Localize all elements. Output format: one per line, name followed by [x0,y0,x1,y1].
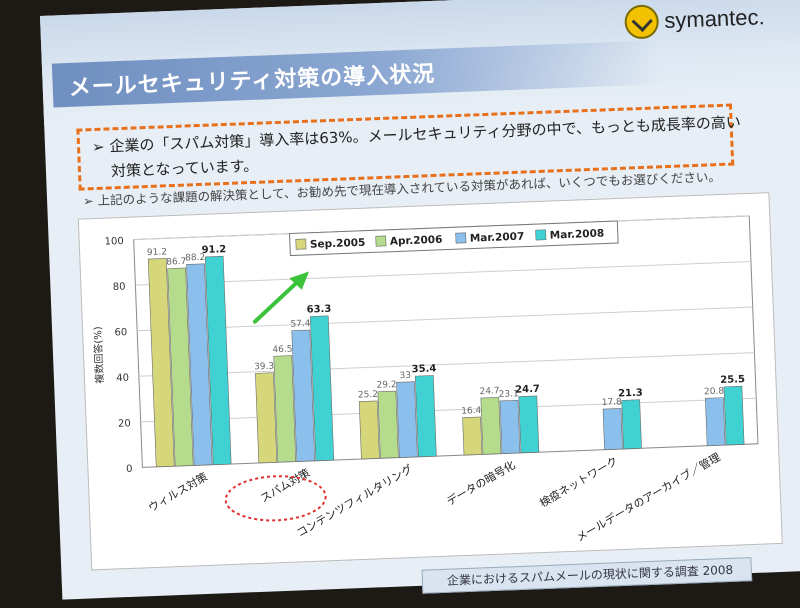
category-label: スパム対策 [258,465,313,505]
growth-arrow-shaft [252,279,300,324]
category-label: ウィルス対策 [146,469,210,514]
y-axis-label: 複数回答(%) [91,326,106,384]
data-label: 29.2 [376,380,396,391]
bar [358,400,380,460]
bar [480,397,502,455]
data-label: 39.3 [254,362,274,373]
bar [309,315,335,462]
data-label: 20.8 [704,387,725,398]
bar [705,397,726,447]
bar [255,372,278,464]
bar [396,381,418,458]
bar [204,255,232,465]
data-label: 63.3 [306,304,331,316]
bar [377,390,399,459]
chart-container: 0 20 40 60 80 100 複数回答(%) 91.2 86.7 88.2 91.2 ウィルス対… [77,192,783,571]
legend-swatch [535,229,547,241]
symantec-checkmark-icon [623,4,660,40]
bar [462,416,483,456]
callout-text-line2: 対策となっています。 [110,156,259,181]
gridline [138,352,755,377]
data-label: 91.2 [147,247,167,258]
data-label: 17.8 [602,397,623,408]
data-label: 25.2 [358,390,378,401]
y-tick-label: 100 [104,236,124,248]
data-label: 46.5 [272,345,292,356]
bar [147,258,175,468]
category-label: データの暗号化 [444,458,518,509]
data-label: 21.3 [618,388,643,400]
note-bullet-icon: ➢ [82,193,94,209]
legend-label: Sep.2005 [310,237,366,251]
data-label: 24.7 [479,386,499,397]
y-tick-label: 20 [118,418,131,429]
bar [499,399,521,454]
y-tick-label: 60 [114,327,127,338]
y-tick-label: 40 [116,373,129,384]
data-label: 25.5 [720,374,745,386]
bar [518,395,540,454]
bar [602,408,623,450]
data-label: 91.2 [201,244,226,256]
category-label: コンテンツフィルタリング [294,461,415,539]
legend-label: Apr.2006 [390,234,443,248]
y-tick-label: 0 [126,464,133,475]
growth-arrow-head [289,271,310,290]
bar [414,375,437,458]
legend-swatch [375,235,387,247]
category-label: 検疫ネットワーク [537,454,620,510]
data-label: 16.4 [461,406,482,417]
bar [723,385,745,446]
y-tick-label: 80 [113,282,126,293]
data-label: 24.7 [515,384,540,396]
source-footer: 企業におけるスパムメールの現状に関する調査 2008 [421,557,753,594]
data-label: 86.7 [166,257,186,268]
legend-box [289,220,619,257]
bar [273,355,297,463]
gridline [137,306,753,332]
gridline [135,260,751,286]
callout-bullet-icon: ➢ [91,137,105,157]
data-label: 35.4 [411,363,436,375]
bar-chart: 020406080100複数回答(%)91.286.788.291.2ウィルス対… [91,215,759,544]
symantec-logo: symantec. [623,0,766,40]
highlight-circle [224,475,327,522]
legend-swatch [455,232,467,244]
data-label: 23.1 [499,389,519,400]
bar [291,329,316,462]
legend-swatch [295,238,307,250]
data-label: 88.2 [185,253,205,264]
bar [621,399,642,450]
data-label: 57.4 [290,319,311,330]
legend-label: Mar.2008 [550,228,605,242]
bar [186,263,213,466]
logo-text: symantec. [663,4,766,34]
bar [167,267,194,467]
slide: メールセキュリティ対策の導入状況 symantec. 官 ➢ 企業の「スパム対策… [40,0,800,600]
legend-label: Mar.2007 [470,231,525,245]
gridline [140,397,757,423]
data-label: 33 [399,371,411,381]
